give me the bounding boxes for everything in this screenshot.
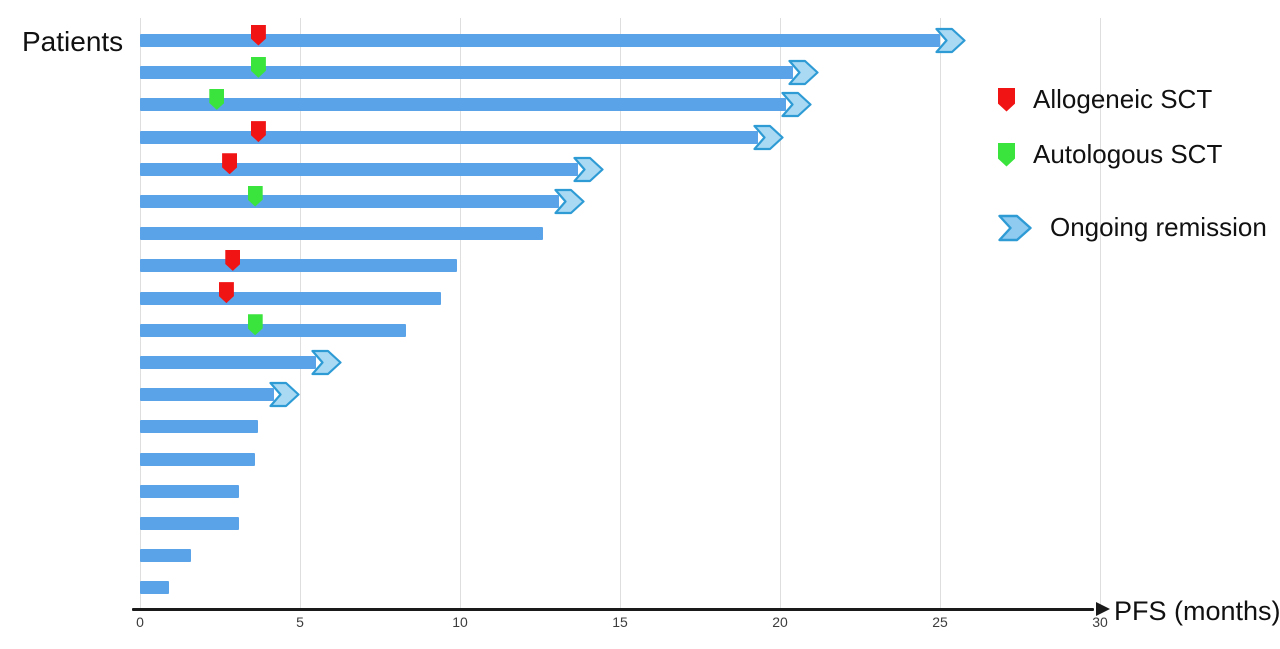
legend: Allogeneic SCT Autologous SCT Ongoing re… [998,84,1267,243]
x-tick-label-30: 30 [1092,614,1108,630]
x-tick-label-20: 20 [772,614,788,630]
allogeneic-sct-marker [222,153,238,175]
ongoing-remission-arrow-icon [781,92,812,118]
gridline-30 [1100,18,1101,608]
allogeneic-sct-marker [218,282,234,304]
patient-bar [140,98,787,112]
x-axis-label: PFS (months) [1114,596,1280,626]
patient-bar [140,420,259,434]
gridline-5 [300,18,301,608]
patient-bar [140,549,192,563]
legend-label-allogeneic: Allogeneic SCT [1033,84,1213,114]
autologous-sct-marker [247,185,263,207]
autologous-sct-marker [247,314,263,336]
ongoing-remission-arrow [752,124,784,156]
allogeneic-sct-marker [225,249,241,271]
ongoing-remission-arrow-icon [788,60,819,86]
x-axis-line [132,608,1094,611]
ongoing-remission-arrow-icon [269,382,300,408]
x-tick-label-0: 0 [136,614,144,630]
allogeneic-sct-icon [998,87,1015,112]
patient-bar [140,66,793,80]
gridline-15 [620,18,621,608]
autologous-sct-marker [250,56,266,78]
ongoing-remission-arrow-icon [311,349,342,376]
autologous-sct-icon [998,142,1015,167]
ongoing-remission-arrow-icon [935,27,966,54]
patient-bar [140,130,758,144]
gridline-10 [460,18,461,608]
patient-bar [140,227,544,241]
patient-bar [140,452,256,466]
patient-bar [140,259,457,273]
gridline-25 [940,18,941,608]
ongoing-remission-arrow [311,349,342,381]
x-tick-label-10: 10 [452,614,468,630]
ongoing-remission-arrow [573,156,604,188]
ongoing-remission-arrow-icon [573,156,604,182]
x-tick-label-25: 25 [932,614,948,630]
legend-item-autologous: Autologous SCT [998,139,1267,170]
legend-item-allogeneic: Allogeneic SCT [998,84,1267,115]
patient-bar [140,195,560,208]
ongoing-remission-icon [998,214,1032,241]
x-tick-label-5: 5 [296,614,304,630]
patient-bar [140,484,240,498]
ongoing-remission-arrow [788,59,819,91]
autologous-sct-marker [209,88,225,110]
gridline-0 [140,18,141,608]
patient-bar [140,323,406,337]
patient-bar [140,356,316,369]
legend-item-ongoing: Ongoing remission [998,212,1267,243]
ongoing-remission-arrow-icon [554,188,585,215]
patient-bar [140,517,240,530]
patient-bar [140,388,275,402]
x-axis-arrowhead-icon [1096,602,1110,616]
allogeneic-sct-marker [250,24,266,46]
allogeneic-sct-marker [250,121,266,143]
y-axis-title: Patients [22,26,124,57]
ongoing-remission-arrow [554,188,585,220]
legend-label-autologous: Autologous SCT [1033,139,1223,169]
gridline-20 [780,18,781,608]
patient-bar [140,162,579,176]
ongoing-remission-arrow-icon [752,124,784,150]
ongoing-remission-arrow [269,381,300,413]
patient-bar [140,581,169,595]
patient-bar [140,291,441,305]
legend-label-ongoing: Ongoing remission [1050,212,1267,242]
patient-bar [140,34,940,47]
ongoing-remission-arrow [781,91,812,123]
x-tick-label-15: 15 [612,614,628,630]
ongoing-remission-arrow [935,27,966,59]
